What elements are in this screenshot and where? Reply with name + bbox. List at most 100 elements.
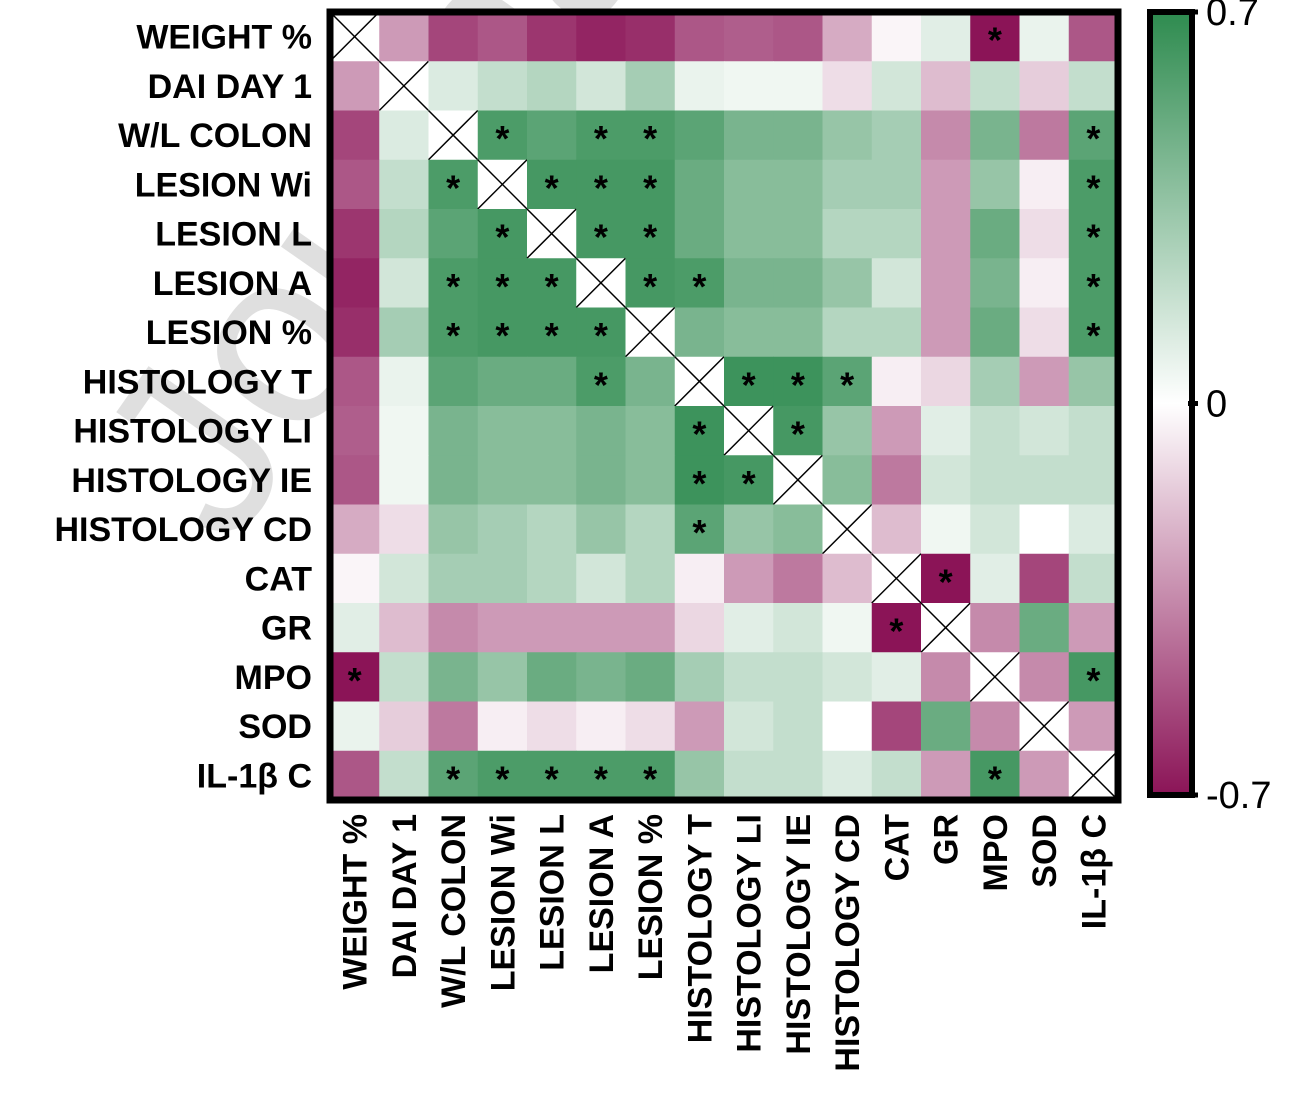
heatmap-cell <box>1068 406 1119 456</box>
heatmap-cell <box>970 504 1020 555</box>
heatmap-cell <box>1068 110 1119 161</box>
heatmap-cell <box>527 110 577 161</box>
heatmap-cell <box>428 209 479 259</box>
heatmap-cell <box>330 406 380 456</box>
significance-marker: * <box>643 217 657 258</box>
heatmap-cell <box>477 750 528 801</box>
heatmap-cell <box>428 652 479 702</box>
heatmap-cell <box>1019 504 1070 555</box>
heatmap-cell <box>527 159 577 210</box>
diagonal-cross-line <box>526 208 577 259</box>
heatmap-cell <box>625 12 676 62</box>
heatmap-cell <box>1019 356 1070 407</box>
significance-marker: * <box>692 266 706 307</box>
heatmap-cell <box>625 553 676 604</box>
heatmap-cell <box>970 110 1020 161</box>
significance-marker: * <box>495 266 509 307</box>
heatmap-cell <box>1019 603 1070 653</box>
column-label: HISTOLOGY LI <box>731 814 769 1053</box>
heatmap-cell <box>330 652 380 702</box>
column-label: CAT <box>878 814 916 882</box>
heatmap-cell <box>527 603 577 653</box>
diagonal-cross-line <box>329 11 380 62</box>
heatmap-cell <box>921 12 971 62</box>
heatmap-cell <box>379 209 429 259</box>
significance-marker: * <box>1086 217 1100 258</box>
heatmap-cell <box>773 553 823 604</box>
heatmap-cell <box>576 307 626 358</box>
significance-marker: * <box>643 758 657 799</box>
heatmap-cell <box>330 504 380 555</box>
row-label: IL-1β C <box>197 757 312 795</box>
heatmap-cell <box>527 553 577 604</box>
heatmap-cell <box>1068 701 1119 752</box>
heatmap-cell <box>822 307 873 358</box>
heatmap-cell <box>970 61 1020 111</box>
row-label: GR <box>261 610 312 648</box>
column-label: HISTOLOGY CD <box>829 814 867 1072</box>
heatmap-cell <box>477 701 528 752</box>
significance-marker: * <box>594 167 608 208</box>
heatmap-cell <box>527 652 577 702</box>
heatmap-cell <box>724 504 774 555</box>
heatmap-cell <box>428 61 479 111</box>
heatmap-cell <box>428 553 479 604</box>
heatmap-cell <box>379 12 429 62</box>
diagonal-cross-line <box>871 553 922 604</box>
column-label: W/L COLON <box>435 814 473 1008</box>
heatmap-cell <box>871 504 922 555</box>
heatmap-cell <box>822 159 873 210</box>
heatmap-cell <box>773 110 823 161</box>
heatmap-cell <box>970 159 1020 210</box>
heatmap-cell <box>674 553 725 604</box>
heatmap-cell <box>625 652 676 702</box>
heatmap-cell <box>379 701 429 752</box>
heatmap-cell <box>921 258 971 308</box>
heatmap-cell <box>477 406 528 456</box>
heatmap-cell <box>428 159 479 210</box>
heatmap-cell <box>773 750 823 801</box>
heatmap-cell <box>871 455 922 505</box>
heatmap-cell <box>970 356 1020 407</box>
row-label: LESION % <box>146 314 312 352</box>
heatmap-cell <box>970 701 1020 752</box>
heatmap-cell <box>724 307 774 358</box>
heatmap-cell <box>1068 652 1119 702</box>
heatmap-cell <box>822 258 873 308</box>
heatmap-cell <box>477 603 528 653</box>
heatmap-cell <box>330 750 380 801</box>
heatmap-cell <box>921 356 971 407</box>
heatmap-cell <box>674 258 725 308</box>
heatmap-cell <box>674 307 725 358</box>
significance-marker: * <box>643 266 657 307</box>
heatmap-cell <box>576 110 626 161</box>
column-label: LESION % <box>632 814 670 980</box>
heatmap-cell <box>871 406 922 456</box>
significance-marker: * <box>545 266 559 307</box>
heatmap-cell <box>379 553 429 604</box>
heatmap-cell <box>379 307 429 358</box>
heatmap-cell <box>330 307 380 358</box>
row-label: MPO <box>235 659 312 697</box>
heatmap-cell <box>625 701 676 752</box>
heatmap-cell <box>822 12 873 62</box>
heatmap-cell <box>724 553 774 604</box>
diagonal-cross-line <box>772 454 824 506</box>
heatmap-cell <box>576 159 626 210</box>
heatmap-cell <box>625 356 676 407</box>
column-label: HISTOLOGY T <box>681 814 719 1043</box>
heatmap-cell <box>1019 110 1070 161</box>
heatmap-cell <box>724 701 774 752</box>
heatmap-cell <box>674 652 725 702</box>
heatmap-cell <box>330 455 380 505</box>
heatmap-cell <box>379 750 429 801</box>
heatmap-cell <box>921 504 971 555</box>
significance-marker: * <box>889 611 903 652</box>
heatmap-cell <box>379 356 429 407</box>
heatmap-cell <box>1068 603 1119 653</box>
heatmap-cell <box>724 12 774 62</box>
heatmap-cell <box>428 701 479 752</box>
significance-marker: * <box>495 315 509 356</box>
heatmap-cell <box>970 553 1020 604</box>
diagonal-cross-line <box>969 651 1021 703</box>
